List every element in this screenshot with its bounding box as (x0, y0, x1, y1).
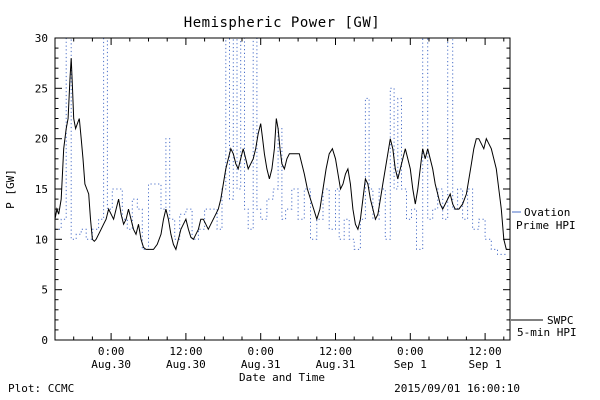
data-series (54, 37, 508, 255)
y-axis-label: P [GW] (4, 169, 17, 209)
legend-ovation-line1: Ovation (524, 206, 570, 219)
legend-swpc: SWPC 5-min HPI (511, 314, 577, 339)
x-tick-time-label: 12:00 (469, 345, 502, 358)
x-tick-date-label: Sep 1 (394, 358, 427, 371)
legend-ovation: Ovation Prime HPI (512, 206, 576, 232)
y-tick-label: 10 (35, 233, 48, 246)
chart-title: Hemispheric Power [GW] (184, 15, 380, 31)
x-tick-time-label: 12:00 (319, 345, 352, 358)
legend-swpc-line1: SWPC (547, 314, 574, 327)
x-tick-date-label: Aug.30 (166, 358, 206, 371)
y-tick-label: 30 (35, 32, 48, 45)
x-tick-date-label: Aug.31 (241, 358, 281, 371)
y-tick-label: 5 (41, 284, 48, 297)
x-tick-time-label: 0:00 (247, 345, 274, 358)
x-tick-time-label: 12:00 (169, 345, 202, 358)
footer-plot-source: Plot: CCMC (8, 382, 74, 395)
x-tick-date-label: Aug.30 (91, 358, 131, 371)
y-tick-label: 25 (35, 82, 48, 95)
x-tick-time-label: 0:00 (397, 345, 424, 358)
y-tick-label: 15 (35, 183, 48, 196)
axis-ticks: 0510152025300:00Aug.3012:00Aug.300:00Aug… (35, 32, 510, 371)
y-tick-label: 0 (41, 334, 48, 347)
x-tick-date-label: Aug.31 (316, 358, 356, 371)
legend-ovation-line2: Prime HPI (516, 219, 576, 232)
x-tick-time-label: 0:00 (98, 345, 125, 358)
x-tick-date-label: Sep 1 (469, 358, 502, 371)
y-tick-label: 20 (35, 133, 48, 146)
x-axis-label: Date and Time (239, 371, 325, 384)
series-swpc-5min-hpi-path (54, 58, 508, 251)
legend-swpc-line2: 5-min HPI (517, 326, 577, 339)
footer-timestamp: 2015/09/01 16:00:10 (394, 382, 520, 395)
